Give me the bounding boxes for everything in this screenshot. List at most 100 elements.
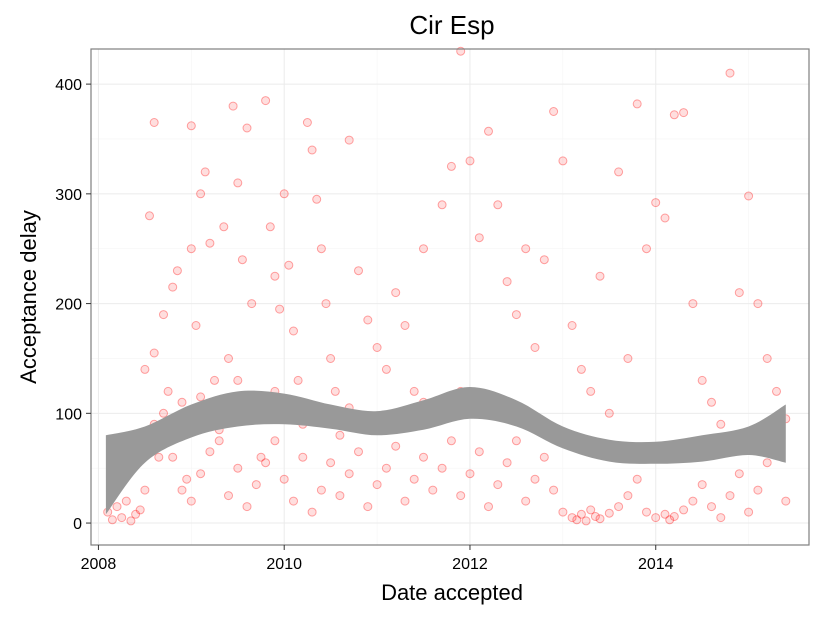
data-point [446, 161, 456, 171]
data-point [177, 397, 187, 407]
data-point [679, 108, 689, 118]
data-point [391, 288, 401, 298]
data-point [391, 441, 401, 451]
data-point [302, 118, 312, 127]
data-point [576, 364, 586, 374]
data-point [354, 266, 363, 276]
data-point [725, 491, 735, 501]
data-point [145, 211, 154, 221]
data-point [688, 496, 698, 506]
data-point [233, 178, 243, 188]
data-point [270, 436, 280, 446]
x-axis-label: Date accepted [381, 580, 523, 605]
data-point [539, 255, 549, 265]
data-point [762, 354, 772, 363]
data-point [237, 255, 247, 265]
chart-title: Cir Esp [409, 10, 494, 40]
data-point [330, 386, 340, 396]
data-point [159, 310, 168, 320]
data-point [762, 458, 772, 468]
data-point [530, 343, 540, 352]
data-point [163, 386, 173, 396]
x-tick-label: 2010 [266, 556, 302, 573]
y-tick-label: 300 [55, 187, 82, 204]
data-point [465, 469, 475, 479]
data-point [660, 509, 670, 519]
data-point [400, 496, 410, 506]
data-point [679, 505, 689, 515]
data-point [707, 502, 716, 512]
data-point [428, 485, 438, 495]
data-point [539, 452, 549, 462]
data-point [744, 191, 754, 201]
x-axis-ticks: 2008 2010 2012 2014 [81, 545, 674, 573]
data-point [233, 375, 243, 385]
smooth-band [105, 387, 786, 515]
data-point [484, 502, 493, 512]
data-point [590, 512, 600, 521]
data-point [604, 508, 614, 518]
data-point [511, 310, 521, 320]
confidence-band [105, 387, 786, 515]
data-point [572, 515, 582, 525]
data-point [614, 167, 624, 177]
data-point [558, 507, 568, 517]
data-point [595, 271, 605, 281]
data-point [154, 452, 164, 462]
data-point [604, 408, 614, 418]
data-point [381, 463, 391, 473]
data-point [400, 321, 410, 330]
data-point [372, 343, 382, 352]
data-point [344, 469, 354, 479]
data-point [456, 491, 466, 501]
data-point [321, 299, 331, 309]
data-point [734, 288, 744, 298]
data-point [149, 118, 159, 127]
data-point [140, 364, 150, 374]
data-point [419, 244, 428, 254]
data-point [581, 516, 591, 526]
data-point [493, 200, 503, 210]
data-point [316, 244, 326, 254]
data-point [716, 419, 726, 429]
data-point [177, 485, 187, 495]
data-point [196, 189, 206, 199]
data-point [261, 458, 271, 468]
data-point [117, 513, 127, 523]
data-point [446, 436, 456, 446]
data-point [293, 375, 303, 385]
data-point [651, 513, 661, 523]
data-point [576, 509, 586, 519]
data-point [772, 386, 781, 396]
data-point [205, 238, 215, 248]
data-point [363, 315, 373, 325]
data-point [669, 110, 679, 120]
data-point [210, 375, 219, 385]
data-point [186, 244, 196, 254]
data-point [567, 321, 577, 330]
data-point [549, 107, 559, 116]
data-point [716, 513, 726, 523]
data-point [219, 222, 229, 232]
data-point [474, 447, 484, 457]
data-point [247, 299, 257, 309]
data-point [669, 512, 679, 521]
data-point [126, 516, 136, 526]
data-point [744, 507, 754, 517]
data-point [205, 447, 215, 457]
data-point [381, 364, 391, 374]
data-point [651, 198, 661, 208]
data-point [419, 452, 428, 462]
y-axis-label: Acceptance delay [16, 210, 41, 384]
y-axis-ticks: 0 100 200 300 400 [55, 77, 91, 533]
data-point [168, 282, 178, 292]
data-point [159, 408, 168, 418]
data-point [725, 68, 735, 78]
data-point [344, 135, 354, 145]
y-tick-label: 0 [73, 516, 82, 533]
data-point [233, 463, 243, 473]
data-point [135, 505, 145, 515]
data-point [409, 386, 419, 396]
data-point [335, 430, 345, 440]
data-point [409, 474, 419, 484]
